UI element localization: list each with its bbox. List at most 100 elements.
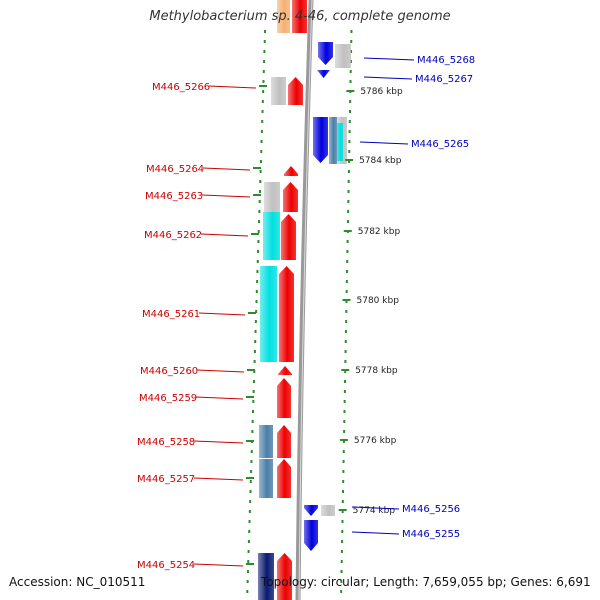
tick-dot-outer xyxy=(342,480,345,483)
tick-dot-outer xyxy=(344,330,347,333)
cds-red xyxy=(279,266,294,362)
cds-red xyxy=(277,553,292,600)
feature-cyan xyxy=(337,123,343,161)
tick-dot-outer xyxy=(345,320,348,323)
gene-label-reverse: M446_5258 xyxy=(137,437,195,448)
tick-dot-inner xyxy=(262,90,265,93)
tick-dot-inner xyxy=(257,240,260,243)
tick-dot-inner xyxy=(250,450,253,453)
gene-label-reverse: M446_5257 xyxy=(137,474,195,485)
gene-leader-line xyxy=(193,440,244,444)
scale-label: 5776 kbp xyxy=(354,436,397,446)
tick-dot-outer xyxy=(343,430,346,433)
tick-dot-inner xyxy=(260,150,263,153)
tick-dot-inner xyxy=(263,60,266,63)
tick-dot-inner xyxy=(256,270,259,273)
gene-label-forward: M446_5255 xyxy=(402,529,460,540)
tick-dot-inner xyxy=(250,470,253,473)
scale-label: 5774 kbp xyxy=(353,506,396,516)
tick-dot-inner xyxy=(256,280,259,283)
tick-dot-outer xyxy=(343,410,346,413)
tick-dot-outer xyxy=(345,300,348,303)
gene-label-forward: M446_5267 xyxy=(415,74,473,85)
cds-blue xyxy=(304,520,318,551)
tick-dot-outer xyxy=(349,80,352,83)
tick-dot-inner xyxy=(252,380,255,383)
gene-leader-line xyxy=(201,194,251,198)
feature-steel xyxy=(259,459,273,498)
tick-dot-inner xyxy=(252,400,255,403)
tick-dot-inner xyxy=(256,260,259,263)
tick-dot-inner xyxy=(262,80,265,83)
map-title: Methylobacterium sp. 4-46, complete geno… xyxy=(149,9,451,24)
feature-steel xyxy=(259,425,273,458)
tick-dot-outer xyxy=(342,440,345,443)
scale-label: 5778 kbp xyxy=(355,366,398,376)
tick-dot-outer xyxy=(350,30,353,33)
tick-dot-inner xyxy=(248,530,251,533)
tick-dot-inner xyxy=(252,410,255,413)
cds-red xyxy=(277,378,291,418)
gene-leader-line xyxy=(359,141,409,145)
feature-cyan xyxy=(260,266,277,362)
cds-red xyxy=(277,425,291,458)
tick-dot-outer xyxy=(343,390,346,393)
feature-steel xyxy=(329,117,337,164)
tick-dot-inner xyxy=(259,170,262,173)
cds-blue xyxy=(318,42,333,65)
tick-dot-outer xyxy=(344,370,347,373)
gene-label-reverse: M446_5259 xyxy=(139,393,197,404)
gene-leader-line xyxy=(202,167,251,171)
feature-gray xyxy=(264,182,280,212)
tick-dot-outer xyxy=(346,260,349,263)
tick-dot-inner xyxy=(247,560,250,563)
scale-label: 5782 kbp xyxy=(358,227,401,237)
tick-dot-inner xyxy=(263,50,266,53)
tick-dot-inner xyxy=(260,140,263,143)
tick-dot-inner xyxy=(258,220,261,223)
feature-navy xyxy=(258,553,274,600)
gene-leader-line xyxy=(198,312,246,316)
gene-leader-line xyxy=(200,233,249,237)
tick-dot-inner xyxy=(255,300,258,303)
tick-dot-inner xyxy=(248,520,251,523)
gene-label-reverse: M446_5262 xyxy=(144,230,202,241)
tick-dot-inner xyxy=(253,350,256,353)
tick-dot-inner xyxy=(253,360,256,363)
tick-dot-outer xyxy=(342,450,345,453)
gene-leader-line xyxy=(351,531,400,535)
backbone-line xyxy=(295,0,314,600)
tick-dot-inner xyxy=(252,390,255,393)
gene-label-reverse: M446_5254 xyxy=(137,560,195,571)
tick-dot-inner xyxy=(259,180,262,183)
tick-dot-outer xyxy=(347,200,350,203)
tick-dot-outer xyxy=(340,580,343,583)
tick-dot-outer xyxy=(347,190,350,193)
gene-leader-line xyxy=(351,506,400,510)
tick-dot-outer xyxy=(341,520,344,523)
tick-dot-outer xyxy=(343,420,346,423)
cds-red xyxy=(288,77,303,105)
tick-dot-outer xyxy=(345,290,348,293)
feature-orange xyxy=(277,0,290,33)
tick-dot-inner xyxy=(250,460,253,463)
tick-dot-inner xyxy=(260,130,263,133)
cds-blue xyxy=(304,505,318,516)
tick-dot-outer xyxy=(346,240,349,243)
tick-dot-outer xyxy=(343,400,346,403)
tick-dot-outer xyxy=(344,380,347,383)
tick-dot-inner xyxy=(249,480,252,483)
tick-dot-outer xyxy=(340,590,343,593)
tick-dot-inner xyxy=(254,340,257,343)
scale-label: 5786 kbp xyxy=(360,87,403,97)
gene-label-forward: M446_5268 xyxy=(417,55,475,66)
gene-label-reverse: M446_5266 xyxy=(152,82,210,93)
gene-label-reverse: M446_5260 xyxy=(140,366,198,377)
gene-leader-line xyxy=(195,396,244,400)
tick-dot-outer xyxy=(342,490,345,493)
tick-dot-outer xyxy=(340,550,343,553)
tick-dot-outer xyxy=(350,40,353,43)
tick-dot-outer xyxy=(346,220,349,223)
tick-dot-outer xyxy=(348,120,351,123)
